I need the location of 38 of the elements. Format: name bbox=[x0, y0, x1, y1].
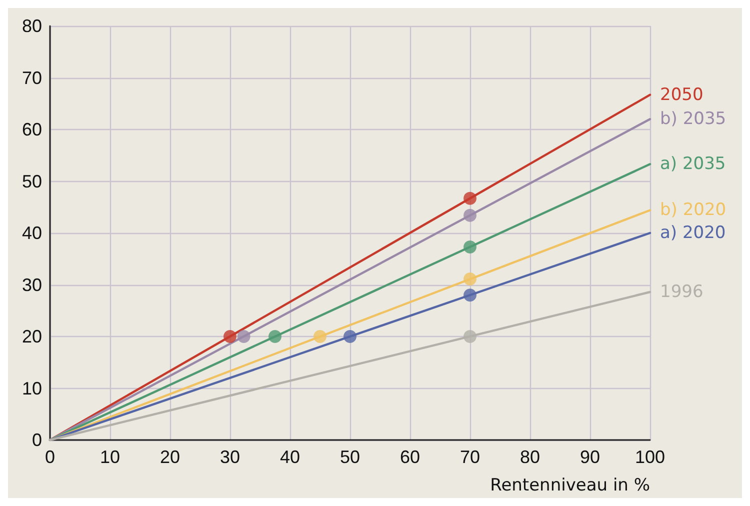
point bbox=[314, 330, 326, 343]
point bbox=[464, 272, 476, 286]
x-tick-label: 90 bbox=[580, 447, 600, 467]
point bbox=[464, 240, 476, 254]
x-tick-label: 70 bbox=[460, 447, 480, 467]
series-label: 1996 bbox=[660, 282, 704, 302]
series-label: 2050 bbox=[660, 84, 704, 105]
y-tick-label: 50 bbox=[22, 171, 42, 192]
y-tick-label: 30 bbox=[22, 274, 42, 295]
y-tick-label: 80 bbox=[22, 16, 42, 36]
x-tick-label: 100 bbox=[634, 447, 666, 467]
point bbox=[464, 192, 476, 205]
y-tick-label: 20 bbox=[22, 326, 42, 346]
point bbox=[224, 330, 236, 343]
point bbox=[464, 288, 476, 302]
x-tick-label: 40 bbox=[280, 447, 300, 467]
point bbox=[268, 330, 282, 343]
point bbox=[464, 330, 476, 343]
y-tick-label: 10 bbox=[22, 378, 42, 398]
x-tick-label: 0 bbox=[44, 447, 56, 467]
series-label: b) 2035 bbox=[660, 109, 726, 130]
y-tick-label: 0 bbox=[32, 430, 42, 450]
y-tick-label: 70 bbox=[22, 68, 42, 88]
y-tick-label: 40 bbox=[22, 223, 42, 243]
point bbox=[344, 330, 356, 343]
x-tick-label: 60 bbox=[400, 447, 420, 467]
x-axis-title: Rentenniveau in % bbox=[490, 476, 650, 496]
series-label: b) 2020 bbox=[660, 200, 726, 220]
point bbox=[464, 208, 476, 222]
x-tick-label: 10 bbox=[100, 447, 120, 467]
series-label: a) 2020 bbox=[660, 223, 726, 243]
x-tick-label: 50 bbox=[340, 447, 360, 467]
y-tick-label: 60 bbox=[22, 120, 42, 140]
x-tick-label: 30 bbox=[220, 447, 240, 467]
series-label: a) 2035 bbox=[660, 154, 726, 174]
point bbox=[237, 330, 250, 343]
x-tick-label: 80 bbox=[520, 447, 540, 467]
x-tick-label: 20 bbox=[160, 447, 180, 467]
